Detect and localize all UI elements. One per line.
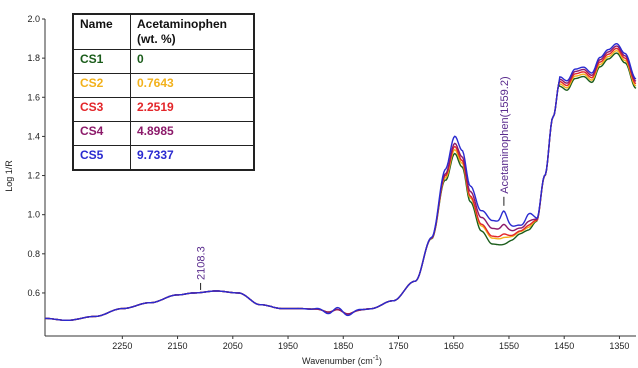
- series-group: [45, 42, 637, 321]
- legend-header-acetaminophen: Acetaminophen (wt. %): [130, 13, 255, 50]
- annotations: 2108.3 Acetaminophen(1559.2): [196, 76, 511, 290]
- x-axis-label: Wavenumber (cm-1): [302, 355, 382, 366]
- x-tick-label: 1750: [388, 341, 408, 351]
- legend-row-value: 9.7337: [130, 145, 255, 171]
- legend-row-name: CS3: [72, 97, 131, 122]
- legend-row-name: CS5: [72, 145, 131, 171]
- legend-row: CS3 2.2519: [72, 97, 255, 122]
- annotation-2108-label: 2108.3: [196, 246, 208, 280]
- x-tick-label: 1950: [278, 341, 298, 351]
- legend-row: CS2 0.7643: [72, 73, 255, 98]
- y-tick-label: 1.8: [27, 53, 40, 63]
- y-tick-label: 1.4: [27, 131, 40, 141]
- series-line-cs5: [45, 42, 637, 321]
- legend-row: CS4 4.8985: [72, 121, 255, 146]
- y-tick-label: 0.6: [27, 288, 40, 298]
- legend-row-value: 0.7643: [130, 73, 255, 98]
- legend-table: Name Acetaminophen (wt. %) CS1 0 CS2 0.7…: [72, 13, 255, 171]
- legend-row-name: CS4: [72, 121, 131, 146]
- annotation-acetaminophen-label: Acetaminophen(1559.2): [499, 76, 511, 193]
- legend-row: CS5 9.7337: [72, 145, 255, 171]
- legend-row-value: 2.2519: [130, 97, 255, 122]
- legend-row-value: 4.8985: [130, 121, 255, 146]
- axes: 0.6 0.8 1.0 1.2 1.4 1.6 1.8 2.0 2250 2150 2050 1950…: [27, 14, 636, 351]
- x-tick-label: 2250: [112, 341, 132, 351]
- legend-header-row: Name Acetaminophen (wt. %): [72, 13, 255, 50]
- x-tick-label: 1450: [554, 341, 574, 351]
- x-axis-label-main: Wavenumber (cm: [302, 356, 373, 366]
- x-tick-label: 1650: [444, 341, 464, 351]
- x-tick-label: 1850: [333, 341, 353, 351]
- x-axis-label-superscript: -1: [373, 355, 379, 362]
- x-tick-label: 2150: [168, 341, 188, 351]
- legend-header-line1: Acetaminophen: [137, 17, 228, 31]
- x-tick-label: 1550: [499, 341, 519, 351]
- x-tick-label: 2050: [223, 341, 243, 351]
- legend-header-line2: (wt. %): [137, 32, 176, 46]
- legend-header-name: Name: [72, 13, 131, 50]
- y-tick-label: 1.0: [27, 210, 40, 220]
- y-axis-label: Log 1/R: [4, 160, 14, 192]
- x-tick-label: 1350: [609, 341, 629, 351]
- legend-row: CS1 0: [72, 49, 255, 74]
- legend-row-name: CS2: [72, 73, 131, 98]
- legend-row-name: CS1: [72, 49, 131, 74]
- y-tick-label: 0.8: [27, 249, 40, 259]
- legend-row-value: 0: [130, 49, 255, 74]
- x-axis-label-end: ): [379, 356, 382, 366]
- y-tick-label: 2.0: [27, 14, 40, 24]
- y-tick-label: 1.6: [27, 92, 40, 102]
- y-tick-label: 1.2: [27, 171, 40, 181]
